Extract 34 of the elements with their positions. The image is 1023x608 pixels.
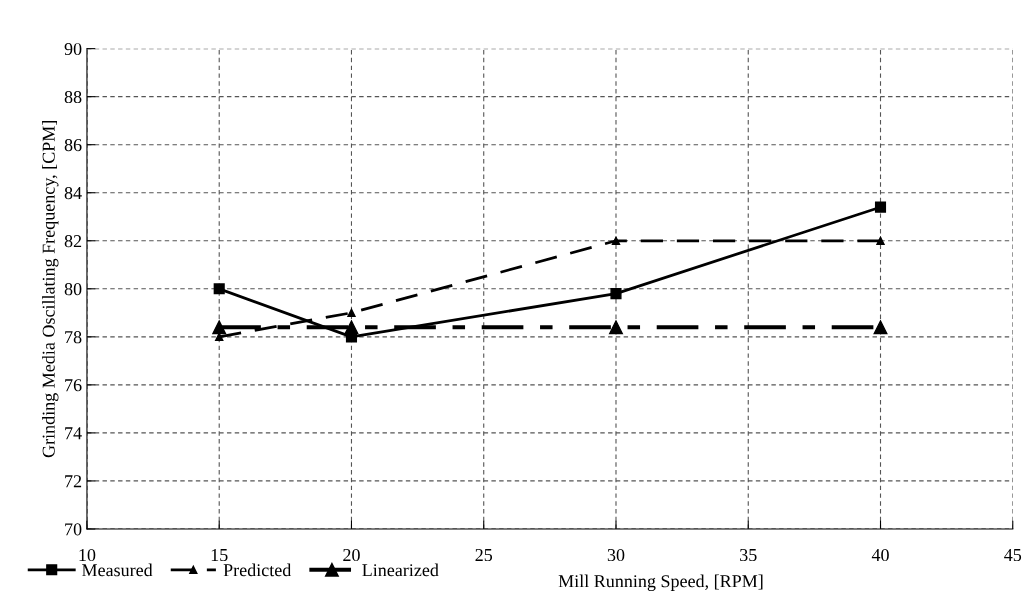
- x-tick-label: 40: [871, 548, 889, 562]
- x-tick-label: 10: [79, 548, 96, 562]
- point: [873, 320, 888, 335]
- y-tick-label: 80: [64, 283, 82, 296]
- y-tick-label: 90: [64, 42, 82, 56]
- y-axis-title: Grinding Media Oscillating Frequency, [CPM]: [42, 120, 59, 458]
- y-tick-label: 70: [65, 523, 82, 536]
- y-tick-label: 86: [64, 138, 82, 152]
- y-tick-label: 76: [65, 379, 82, 392]
- point: [347, 308, 356, 317]
- x-tick-label: 35: [740, 548, 757, 562]
- point: [213, 283, 225, 295]
- y-tick-label: 74: [65, 427, 82, 440]
- y-tick-label: 84: [64, 186, 82, 200]
- y-tick-label: 88: [64, 90, 82, 104]
- y-tick-label: 72: [65, 475, 82, 488]
- x-tick-label: 30: [607, 548, 625, 562]
- legend-label: Predicted: [223, 563, 292, 577]
- point: [876, 236, 885, 245]
- x-tick-label: 15: [211, 549, 228, 562]
- point: [611, 236, 621, 245]
- point: [344, 320, 359, 335]
- x-tick-label: 25: [475, 548, 493, 562]
- legend-label: Linearized: [362, 563, 439, 577]
- y-tick-label: 78: [65, 331, 82, 344]
- legend-label: Measured: [82, 563, 153, 577]
- x-axis-title: Mill Running Speed, [RPM]: [558, 574, 763, 592]
- x-tick-label: 20: [343, 548, 360, 562]
- x-tick-label: 45: [1004, 549, 1022, 562]
- point: [610, 288, 622, 300]
- point: [212, 320, 227, 335]
- point: [874, 201, 887, 213]
- point: [609, 320, 623, 335]
- y-tick-label: 82: [64, 235, 82, 248]
